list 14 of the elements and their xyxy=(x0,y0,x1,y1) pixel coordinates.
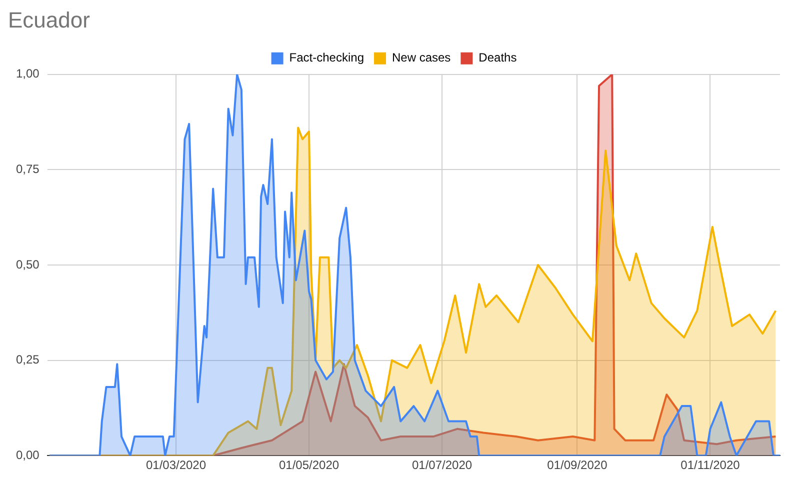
x-tick-label: 01/03/2020 xyxy=(146,458,206,472)
legend-label: New cases xyxy=(392,50,451,65)
y-tick-label: 0,00 xyxy=(16,448,40,462)
x-tick-label: 01/05/2020 xyxy=(278,458,340,472)
x-tick-label: 01/07/2020 xyxy=(412,458,472,472)
y-tick-label: 0,25 xyxy=(16,352,40,367)
legend-label: Deaths xyxy=(478,50,517,65)
y-tick-label: 0,50 xyxy=(16,257,40,272)
y-tick-label: 1,00 xyxy=(16,66,40,81)
chart-title: Ecuador xyxy=(8,7,90,32)
legend-label: Fact-checking xyxy=(289,50,364,65)
x-tick-label: 01/09/2020 xyxy=(547,458,608,472)
x-tick-label: 01/11/2020 xyxy=(680,458,740,472)
y-tick-label: 0,75 xyxy=(16,162,40,176)
